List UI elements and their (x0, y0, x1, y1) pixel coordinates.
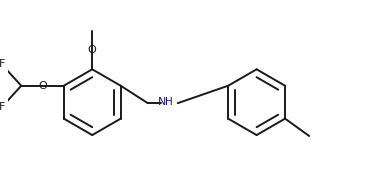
Text: O: O (88, 45, 97, 55)
Text: N: N (158, 97, 167, 107)
Text: F: F (0, 60, 5, 70)
Text: O: O (38, 81, 47, 91)
Text: H: H (165, 97, 173, 107)
Text: F: F (0, 102, 5, 112)
